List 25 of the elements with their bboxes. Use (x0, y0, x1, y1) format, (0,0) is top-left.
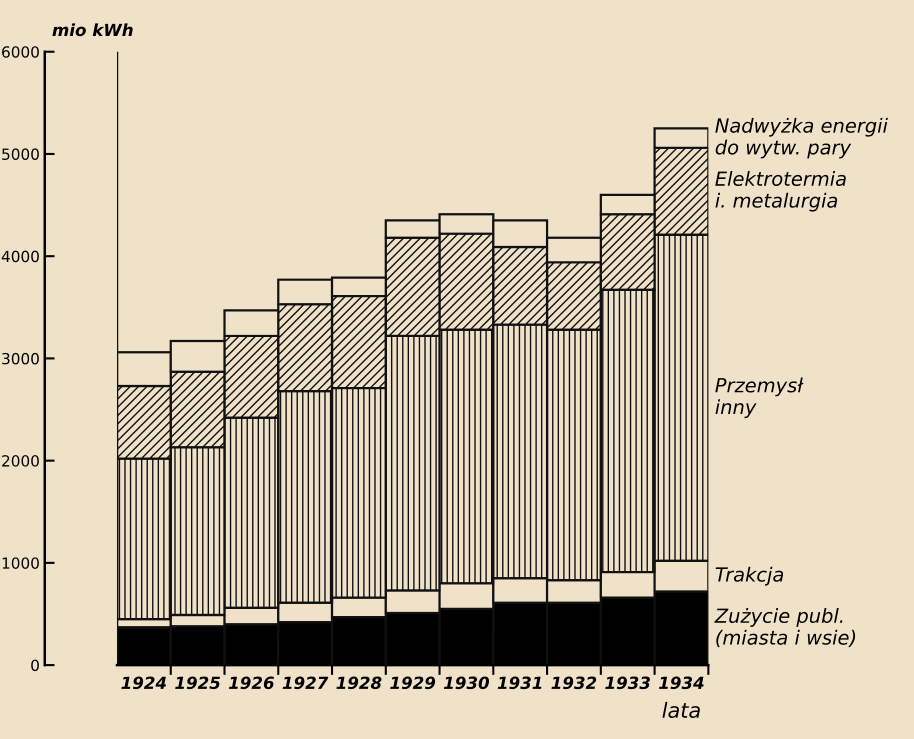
x-tick-label: 1934 (658, 676, 704, 690)
y-tick-label: 5000 (2, 148, 39, 160)
x-tick-label: 1929 (390, 676, 436, 690)
x-tick-label: 1930 (444, 676, 490, 690)
x-tick-label: 1925 (175, 676, 220, 690)
y-tick-label: 2000 (2, 455, 39, 467)
y-tick-label: 3000 (2, 352, 39, 364)
x-tick-label: 1927 (282, 676, 328, 690)
x-tick-label: 1924 (121, 676, 166, 690)
x-tick-label: 1933 (605, 676, 650, 690)
x-tick-label: 1932 (551, 676, 596, 690)
y-tick-label: 1000 (2, 557, 39, 569)
y-tick-label: 6000 (2, 46, 39, 58)
series-label: Trakcja (716, 566, 784, 586)
x-tick-label: 1928 (336, 676, 382, 690)
series-label: Przemysł inny (715, 377, 804, 418)
x-tick-label: 1926 (228, 676, 274, 690)
x-tick-label: 1931 (498, 676, 542, 690)
y-axis-title: mio kWh (52, 23, 133, 36)
y-tick-label: 0 (31, 660, 39, 672)
series-label: Zużycie publ. (miasta i wsie) (714, 608, 856, 648)
series-label: Nadwyżka energii do wytw. pary (715, 118, 888, 158)
x-axis-title: lata (662, 702, 700, 718)
y-tick-label: 4000 (2, 250, 39, 262)
series-label: Elektrotermia i. metalurgia (715, 170, 846, 212)
